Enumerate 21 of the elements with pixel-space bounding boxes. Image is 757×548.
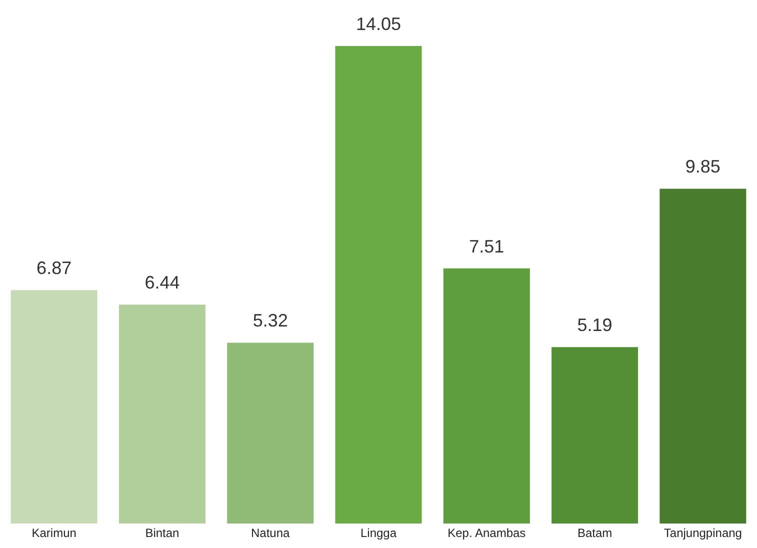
- bar: [660, 188, 746, 524]
- bar: [335, 46, 422, 524]
- x-tick-label: Batam: [577, 526, 612, 540]
- bar: [118, 304, 206, 524]
- x-tick-label: Natuna: [251, 526, 290, 540]
- bar: [552, 347, 638, 524]
- bar: [227, 342, 314, 524]
- data-label: 5.19: [577, 315, 612, 336]
- bar: [10, 290, 98, 524]
- data-label: 6.44: [144, 272, 180, 293]
- x-tick-label: Bintan: [145, 526, 180, 540]
- x-tick-label: Lingga: [360, 526, 397, 540]
- data-label: 6.87: [36, 258, 72, 278]
- data-label: 7.51: [469, 236, 504, 256]
- x-tick-label: Karimun: [32, 526, 76, 540]
- data-label: 14.05: [356, 14, 402, 34]
- data-label: 5.32: [252, 310, 288, 331]
- x-tick-label: Kep. Anambas: [448, 526, 526, 540]
- bar: [443, 268, 530, 524]
- x-tick-label: Tanjungpinang: [664, 526, 742, 540]
- data-label: 9.85: [685, 156, 720, 177]
